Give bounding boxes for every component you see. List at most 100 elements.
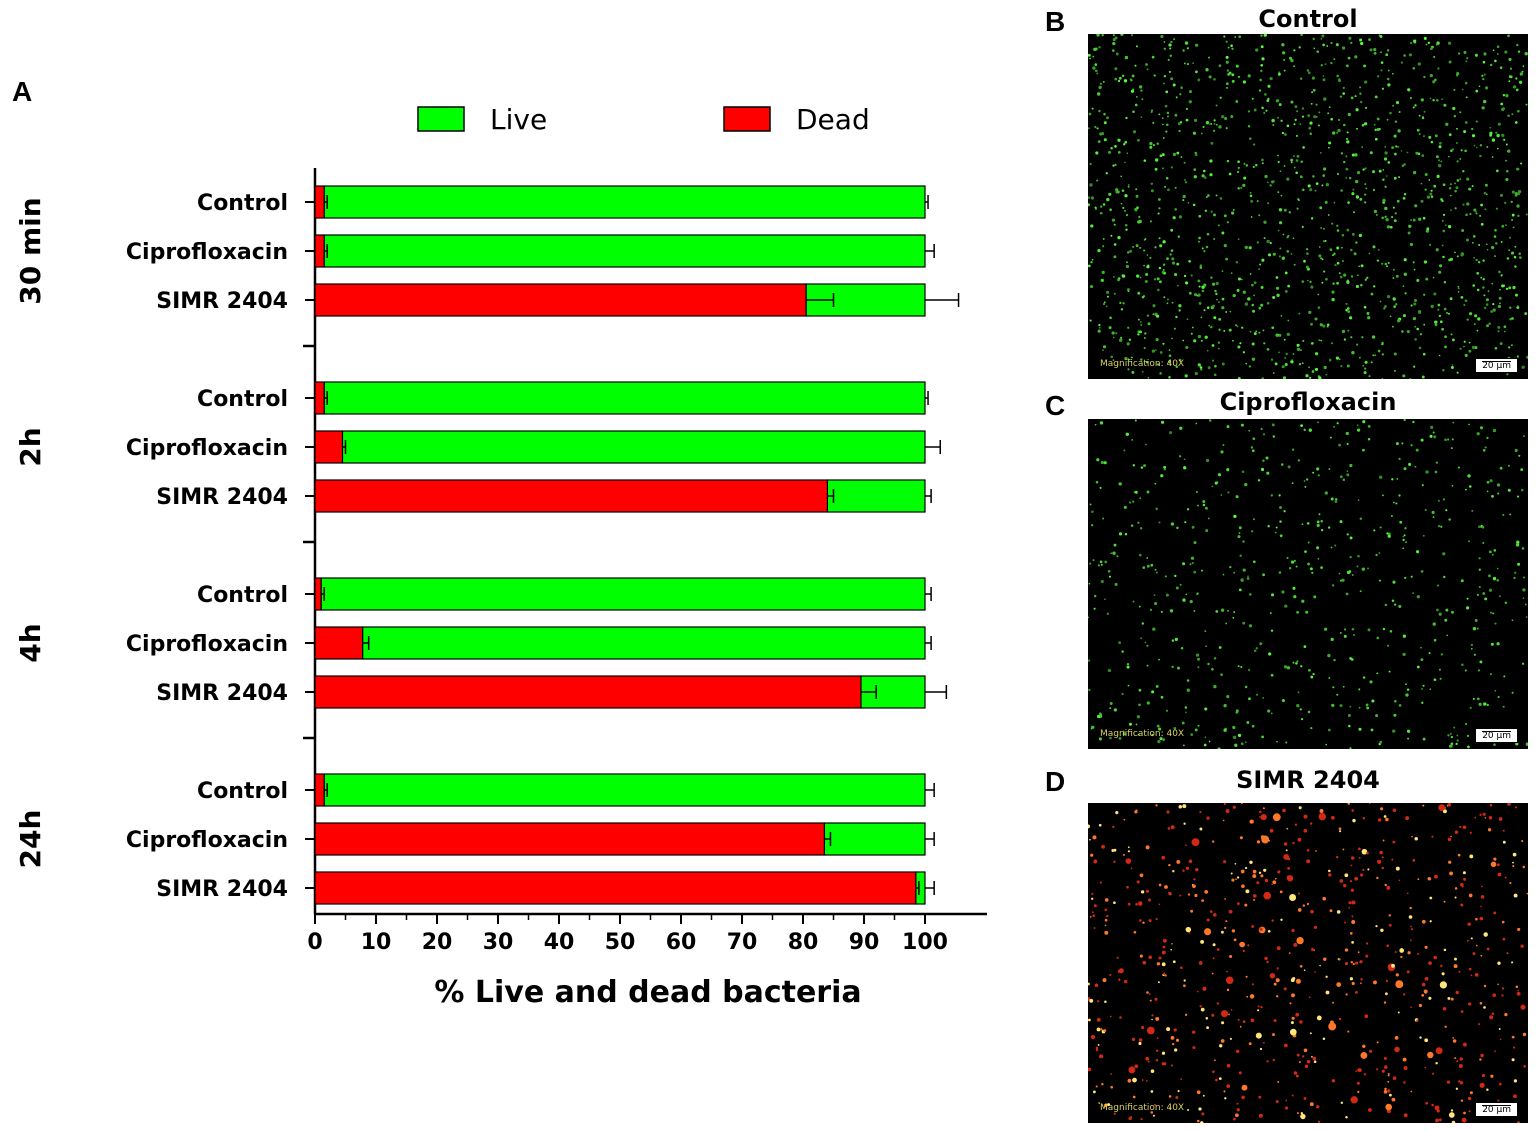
cell-dot	[1110, 355, 1114, 359]
cell-dot	[1185, 844, 1187, 847]
cell-dot	[1460, 253, 1464, 257]
cell-dot	[1381, 377, 1384, 379]
cell-dot	[1486, 703, 1489, 707]
cell-dot	[1485, 193, 1488, 196]
cell-dot	[1324, 491, 1328, 495]
cell-dot	[1184, 521, 1187, 524]
cell-dot	[1171, 257, 1175, 261]
cell-dot	[1364, 278, 1368, 281]
cell-dot	[1492, 308, 1496, 312]
cell-dot	[1331, 222, 1334, 225]
cell-dot	[1095, 1046, 1099, 1050]
cell-dot	[1112, 38, 1116, 42]
cell-dot	[1473, 323, 1476, 325]
cell-dot	[1451, 438, 1454, 441]
cell-dot	[1490, 861, 1497, 868]
cell-dot	[1442, 368, 1445, 372]
cell-dot	[1469, 212, 1472, 216]
cell-dot	[1445, 122, 1449, 126]
cell-dot	[1239, 554, 1242, 557]
cell-dot	[1511, 113, 1514, 115]
cell-dot	[1114, 582, 1118, 586]
cell-dot	[1249, 137, 1252, 140]
cell-dot	[1091, 892, 1094, 895]
cell-dot	[1342, 883, 1347, 888]
cell-dot	[1464, 149, 1467, 153]
cell-dot	[1442, 255, 1445, 259]
cell-dot	[1336, 261, 1340, 265]
cell-dot	[1321, 529, 1324, 532]
cell-dot	[1525, 103, 1528, 106]
cell-dot	[1098, 737, 1102, 741]
cell-dot	[1197, 78, 1201, 82]
cell-dot	[1517, 989, 1519, 992]
cell-dot	[1244, 903, 1248, 907]
cell-dot	[1257, 479, 1261, 482]
cell-dot	[1171, 942, 1173, 945]
cell-dot	[1351, 915, 1354, 918]
cell-dot	[1156, 277, 1160, 281]
cell-dot	[1424, 991, 1427, 994]
cell-dot	[1202, 986, 1207, 991]
cell-dot	[1293, 263, 1296, 266]
cell-dot	[1482, 259, 1485, 262]
cell-dot	[1355, 1070, 1358, 1073]
cell-dot	[1280, 314, 1283, 317]
cell-dot	[1302, 904, 1305, 907]
cell-dot	[1344, 948, 1349, 952]
cell-dot	[1105, 305, 1108, 308]
cell-dot	[1088, 616, 1090, 619]
cell-dot	[1336, 281, 1339, 285]
cell-dot	[1351, 856, 1355, 860]
cell-dot	[1346, 442, 1349, 445]
cell-dot	[1158, 280, 1162, 284]
cell-dot	[1197, 334, 1202, 339]
cell-dot	[1226, 1063, 1231, 1068]
cell-dot	[1517, 562, 1521, 566]
cell-dot	[1338, 79, 1341, 82]
cell-dot	[1464, 299, 1468, 303]
cell-dot	[1317, 306, 1321, 309]
cell-dot	[1362, 364, 1365, 367]
cell-dot	[1486, 947, 1490, 951]
cell-dot	[1280, 194, 1283, 197]
cell-dot	[1378, 579, 1381, 582]
cell-dot	[1097, 140, 1101, 143]
cell-dot	[1363, 64, 1367, 68]
cell-dot	[1441, 244, 1444, 247]
cell-dot	[1461, 88, 1464, 91]
cell-dot	[1377, 249, 1380, 251]
cell-dot	[1379, 850, 1383, 855]
cell-dot	[1154, 246, 1157, 249]
cell-dot	[1158, 956, 1162, 960]
cell-dot	[1482, 278, 1485, 281]
cell-dot	[1154, 602, 1158, 606]
cell-dot	[1112, 41, 1116, 46]
cell-dot	[1113, 860, 1116, 863]
cell-dot	[1231, 929, 1236, 933]
cell-dot	[1462, 871, 1466, 875]
cell-dot	[1475, 146, 1478, 149]
cell-dot	[1136, 880, 1140, 884]
cell-dot	[1391, 325, 1394, 328]
cell-dot	[1397, 145, 1400, 148]
cell-dot	[1313, 89, 1316, 92]
cell-dot	[1346, 473, 1350, 477]
cell-dot	[1218, 646, 1222, 649]
cell-dot	[1345, 64, 1349, 68]
cell-dot	[1523, 576, 1526, 579]
cell-dot	[1180, 86, 1183, 90]
cell-dot	[1151, 109, 1153, 112]
cell-dot	[1398, 457, 1401, 461]
cell-dot	[1328, 873, 1332, 877]
cell-dot	[1342, 685, 1345, 688]
cell-dot	[1384, 883, 1387, 887]
cell-dot	[1117, 969, 1122, 973]
cell-dot	[1132, 600, 1135, 603]
cell-dot	[1484, 597, 1488, 601]
cell-dot	[1482, 60, 1486, 64]
cell-dot	[1141, 1079, 1144, 1081]
cell-dot	[1099, 421, 1104, 425]
cell-dot	[1241, 884, 1245, 888]
cell-dot	[1288, 952, 1291, 954]
